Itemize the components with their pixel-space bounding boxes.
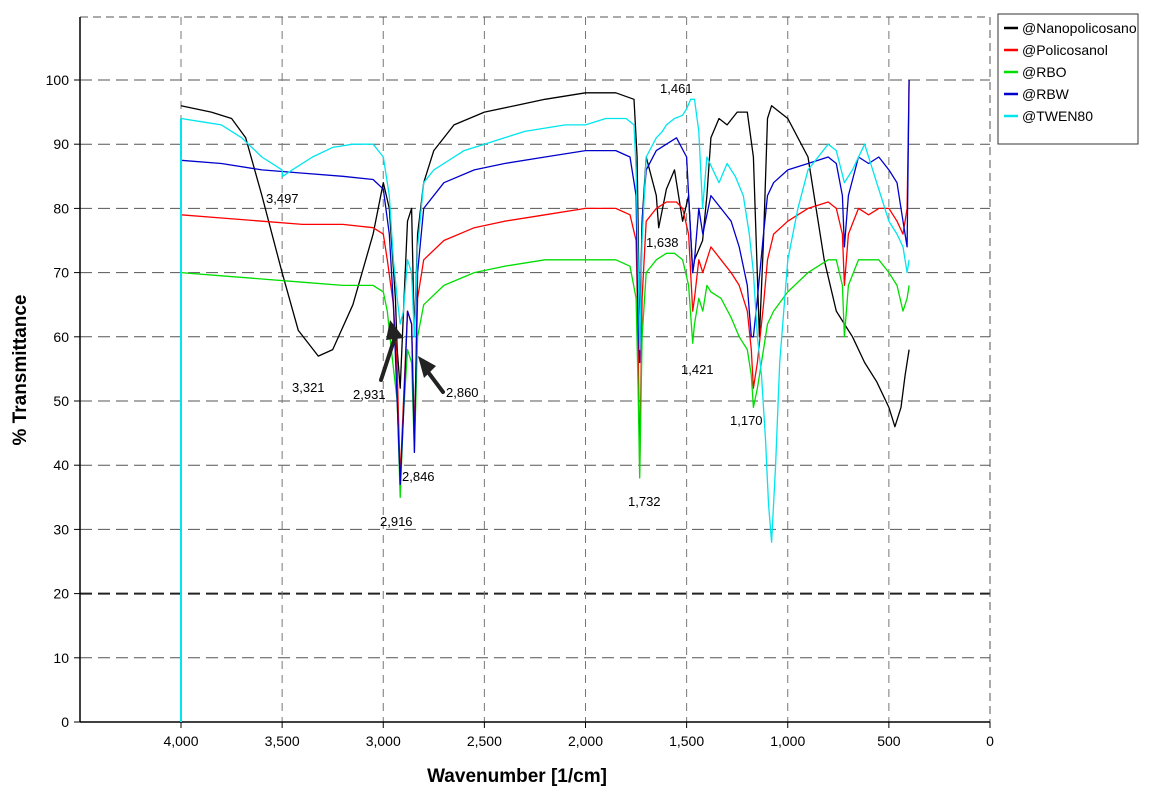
x-tick-label: 1,500 [669,733,704,749]
x-axis-title: Wavenumber [1/cm] [427,766,607,787]
x-tick-label: 500 [877,733,901,749]
x-tick-label: 4,000 [163,733,198,749]
annotation-3321: 3,321 [292,380,325,395]
arrow-2931 [379,332,398,382]
legend-label: @Nanopolicosano [1022,20,1137,36]
axes [79,16,991,723]
annotation-1421: 1,421 [681,362,714,377]
y-tick-label: 80 [53,200,69,216]
y-tick-label: 30 [53,521,69,537]
legend-label: @RBO [1022,64,1067,80]
annotation-1638: 1,638 [646,235,679,250]
series-lines [180,79,910,722]
annotation-1170: 1,170 [730,413,763,428]
peak-annotations: 3,497 3,321 2,931 2,860 2,846 2,916 1,73… [266,81,763,529]
y-axis-title: % Transmittance [10,295,31,446]
annotation-2931: 2,931 [353,387,386,402]
legend-label: @RBW [1022,86,1070,102]
arrowhead-2860 [418,356,436,378]
y-tick-label: 40 [53,457,69,473]
x-tick-label: 2,500 [467,733,502,749]
arrowhead-2931 [386,320,404,340]
x-tick-label: 3,500 [265,733,300,749]
y-tick-label: 50 [53,393,69,409]
legend: @Nanopolicosano @Policosanol @RBO @RBW @TWEN… [997,13,1139,145]
x-tick-label: 1,000 [770,733,805,749]
x-tick-label: 0 [986,733,994,749]
y-tick-label: 20 [53,586,69,602]
annotation-1461: 1,461 [660,81,693,96]
annotation-3497: 3,497 [266,191,299,206]
tick-labels: 0 10 20 30 40 50 60 70 80 90 100 4,000 3,500 3,000 2,5… [46,72,994,749]
annotation-1732: 1,732 [628,494,661,509]
y-tick-label: 70 [53,265,69,281]
series-line-rbw [180,79,910,486]
y-tick-label: 100 [46,72,70,88]
y-tick-label: 90 [53,136,69,152]
arrow-2860 [426,370,445,394]
x-tick-label: 2,000 [568,733,603,749]
y-tick-label: 60 [53,329,69,345]
legend-box [997,13,1139,145]
annotation-2846: 2,846 [402,469,435,484]
annotation-2916: 2,916 [380,514,413,529]
y-tick-label: 0 [61,714,69,730]
legend-label: @Policosanol [1022,42,1108,58]
legend-label: @TWEN80 [1022,108,1093,124]
annotation-2860: 2,860 [446,385,479,400]
x-tick-label: 3,000 [366,733,401,749]
series-line-twen80 [180,98,910,543]
y-tick-label: 10 [53,650,69,666]
